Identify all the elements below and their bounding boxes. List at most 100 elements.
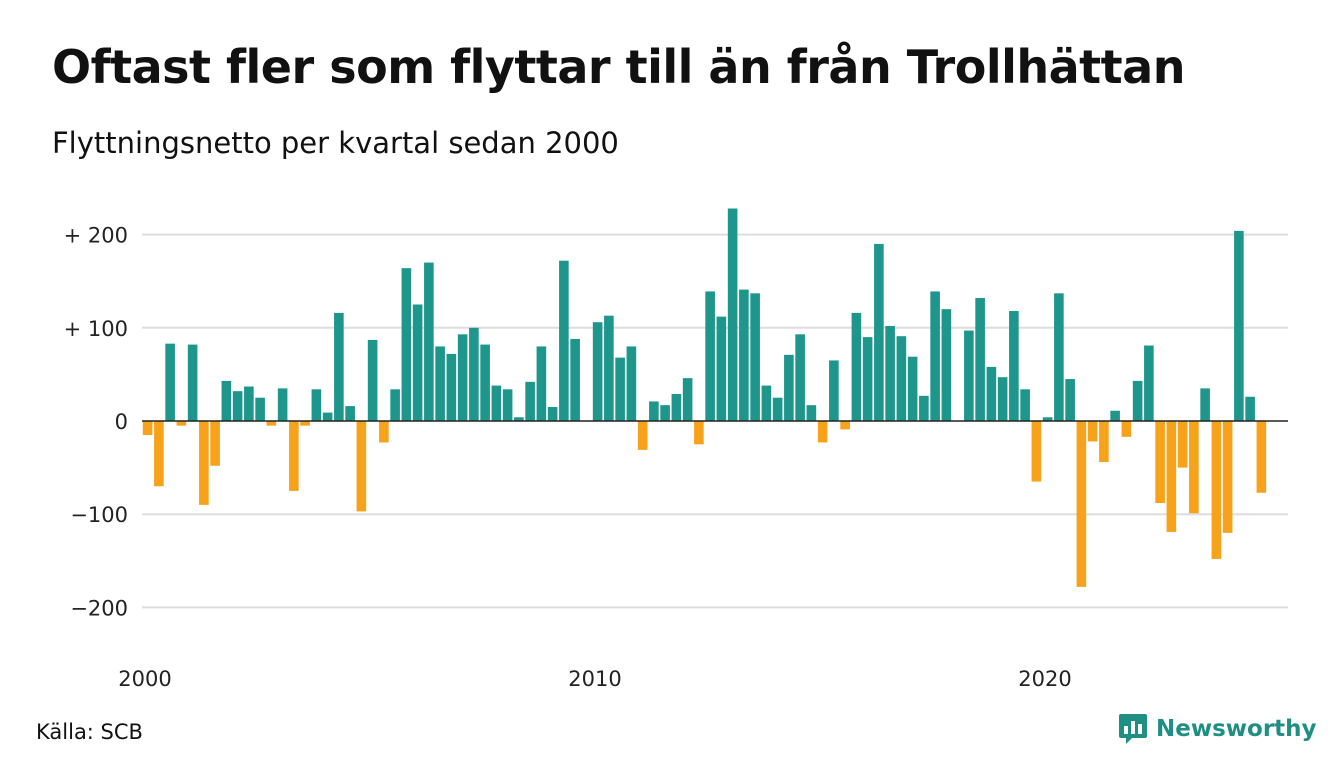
bar — [1099, 421, 1109, 463]
bar — [255, 397, 265, 421]
source-label: Källa: SCB — [36, 720, 143, 744]
bar — [941, 309, 952, 421]
bar — [266, 421, 277, 426]
bar — [964, 330, 974, 421]
bar — [277, 388, 288, 421]
bar — [1065, 379, 1075, 421]
bar — [142, 421, 153, 435]
bar — [615, 357, 625, 421]
bar — [716, 316, 727, 421]
bar — [536, 346, 547, 421]
bar — [795, 334, 805, 421]
bar — [334, 312, 344, 421]
bar — [559, 260, 569, 421]
bar — [862, 337, 873, 421]
bar — [176, 421, 187, 426]
bar — [244, 386, 254, 421]
bar-chart: + 200 + 100 0 −100 −200 2000 2010 2020 — [64, 208, 1288, 691]
y-tick-label: + 100 — [64, 317, 128, 341]
x-tick-label: 2020 — [1018, 667, 1071, 691]
bar — [1054, 293, 1064, 421]
bar — [210, 421, 220, 466]
bar — [491, 385, 502, 421]
bar — [750, 293, 760, 421]
bar — [907, 356, 918, 421]
bar — [1020, 389, 1030, 421]
bar — [885, 325, 895, 421]
bar — [412, 304, 423, 421]
bar — [671, 393, 682, 421]
bar-chart-speech-bubble-icon — [1119, 714, 1147, 744]
bar — [1200, 388, 1210, 421]
y-tick-label: −100 — [70, 503, 128, 527]
bar — [154, 421, 164, 487]
bar — [356, 421, 367, 512]
bar — [784, 354, 794, 421]
bar — [705, 291, 715, 421]
bar — [637, 421, 648, 450]
y-tick-label: 0 — [115, 410, 128, 434]
bar — [1087, 421, 1098, 442]
x-tick-label: 2010 — [568, 667, 621, 691]
x-axis-tick-labels: 2000 2010 2020 — [118, 667, 1071, 691]
bar — [232, 391, 243, 421]
bar — [187, 344, 198, 421]
bar — [772, 397, 783, 421]
y-tick-label: + 200 — [64, 224, 128, 248]
bar — [367, 339, 378, 421]
brand-name: Newsworthy — [1156, 716, 1317, 742]
bar — [289, 421, 299, 491]
bar — [1144, 345, 1154, 421]
bar — [1211, 421, 1222, 559]
bar — [1189, 421, 1199, 514]
bar — [525, 381, 535, 421]
y-axis-tick-labels: + 200 + 100 0 −100 −200 — [64, 224, 128, 621]
bar — [1177, 421, 1188, 468]
bar — [199, 421, 209, 505]
bar — [502, 389, 513, 421]
bar — [1245, 396, 1255, 421]
bar — [806, 405, 817, 421]
bar — [1132, 380, 1143, 421]
bar — [1256, 421, 1267, 493]
bar — [300, 421, 310, 426]
bar — [604, 315, 614, 421]
y-tick-label: −200 — [70, 596, 128, 620]
bar — [660, 405, 670, 421]
chart-title: Oftast fler som flyttar till än från Tro… — [52, 40, 1185, 94]
bar — [682, 378, 693, 421]
chart-subtitle: Flyttningsnetto per kvartal sedan 2000 — [52, 126, 619, 160]
bar — [896, 336, 907, 421]
grid-lines — [142, 233, 1288, 609]
bar — [1155, 421, 1165, 504]
bar — [1031, 421, 1042, 482]
bar — [345, 406, 355, 421]
bar — [570, 338, 580, 421]
bar — [626, 346, 637, 421]
bar — [457, 334, 468, 421]
bar — [592, 322, 603, 421]
bar — [1009, 311, 1019, 421]
bar — [829, 360, 839, 421]
bar — [874, 243, 884, 421]
bar — [435, 346, 445, 421]
bar — [390, 389, 400, 421]
bar — [739, 289, 749, 421]
bar — [997, 377, 1008, 421]
bar — [986, 366, 997, 421]
bar — [1042, 417, 1053, 421]
bar — [165, 343, 175, 421]
x-tick-label: 2000 — [118, 667, 171, 691]
bar — [840, 421, 850, 430]
bar — [1110, 410, 1120, 421]
bar — [919, 395, 929, 421]
bar — [694, 421, 704, 445]
bar — [1222, 421, 1233, 533]
brand-logo: Newsworthy — [1118, 712, 1317, 746]
bar — [322, 412, 333, 421]
bar — [547, 407, 558, 421]
bar — [1234, 230, 1244, 421]
bar — [1166, 421, 1177, 532]
bar — [1121, 421, 1132, 437]
bar — [649, 401, 659, 421]
